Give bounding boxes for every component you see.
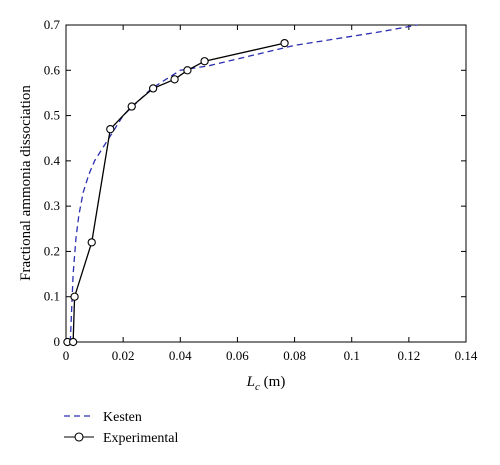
x-tick-label: 0.04 <box>169 348 192 363</box>
y-tick-label: 0.7 <box>44 17 61 32</box>
data-point-experimental <box>183 66 192 75</box>
data-point-experimental <box>170 75 179 84</box>
y-tick-label: 0 <box>54 334 61 349</box>
data-point-experimental <box>200 57 209 66</box>
legend-kesten-label: Kesten <box>103 410 142 425</box>
series-line-kesten <box>69 24 418 343</box>
data-point-experimental <box>148 84 158 93</box>
x-tick-label: 0.14 <box>455 348 478 363</box>
series-layer <box>63 24 418 347</box>
x-tick-label: 0.12 <box>397 348 420 363</box>
data-point-experimental <box>70 292 79 301</box>
legend-experimental-marker <box>74 432 84 442</box>
x-axis-title: Lc (m) <box>246 374 286 393</box>
x-tick-label: 0.06 <box>226 348 249 363</box>
x-axis-ticks: 0 0.02 0.04 0.06 0.08 0.1 0.12 0.14 <box>63 25 478 363</box>
x-tick-label: 0.02 <box>112 348 135 363</box>
y-tick-label: 0.6 <box>44 62 61 77</box>
data-point-experimental <box>280 38 289 48</box>
legend-experimental-label: Experimental <box>103 431 179 446</box>
data-point-experimental <box>127 102 136 111</box>
x-tick-label: 0.08 <box>283 348 306 363</box>
y-tick-label: 0.4 <box>44 153 61 168</box>
data-point-experimental <box>87 238 96 247</box>
y-tick-label: 0.1 <box>44 289 60 304</box>
x-tick-label: 0 <box>63 348 70 363</box>
data-point-experimental <box>68 337 78 347</box>
y-axis-title: Fractional ammonia dissociation <box>18 85 34 281</box>
data-point-experimental <box>106 125 115 134</box>
plot-area <box>65 24 467 343</box>
y-tick-label: 0.2 <box>44 243 60 258</box>
x-tick-label: 0.1 <box>344 348 360 363</box>
y-tick-label: 0.5 <box>44 108 60 123</box>
legend: Kesten Experimental <box>64 410 179 446</box>
y-tick-label: 0.3 <box>44 198 60 213</box>
y-axis-ticks: 0 0.1 0.2 0.3 0.4 0.5 0.6 0.7 <box>44 17 466 349</box>
